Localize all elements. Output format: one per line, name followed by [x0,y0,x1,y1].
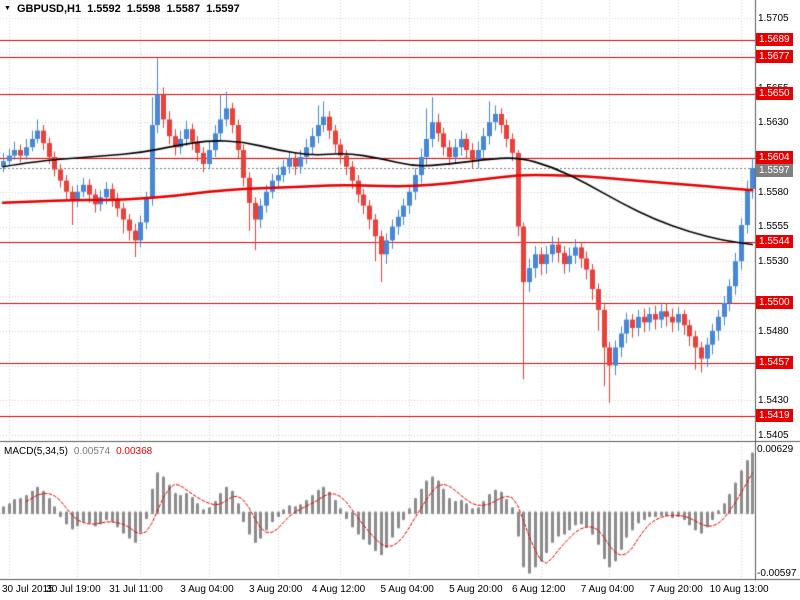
time-axis[interactable] [0,580,800,600]
price-axis[interactable] [755,0,800,441]
macd-axis[interactable] [755,443,800,579]
